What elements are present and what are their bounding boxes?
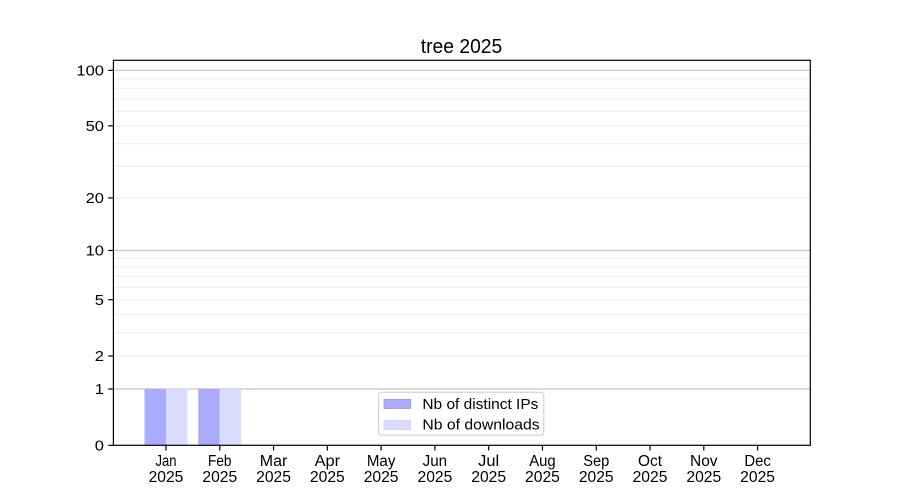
svg-text:2: 2	[95, 348, 104, 365]
svg-text:2025: 2025	[256, 469, 291, 486]
svg-text:2025: 2025	[149, 469, 184, 486]
svg-text:Feb: Feb	[208, 453, 232, 470]
svg-text:0: 0	[95, 438, 104, 455]
svg-text:Jun: Jun	[423, 453, 448, 470]
svg-text:Nb of distinct IPs: Nb of distinct IPs	[422, 396, 538, 413]
svg-text:Oct: Oct	[638, 453, 663, 470]
svg-text:Nov: Nov	[690, 453, 718, 470]
svg-text:Jan: Jan	[156, 453, 177, 470]
svg-text:1: 1	[95, 381, 104, 398]
svg-text:2025: 2025	[633, 469, 668, 486]
svg-text:50: 50	[86, 118, 104, 135]
svg-text:2025: 2025	[364, 469, 399, 486]
svg-text:2025: 2025	[418, 469, 453, 486]
svg-text:20: 20	[86, 190, 104, 207]
svg-text:10: 10	[86, 243, 104, 260]
svg-text:2025: 2025	[310, 469, 345, 486]
svg-text:Jul: Jul	[478, 453, 499, 470]
svg-text:Aug: Aug	[529, 453, 556, 470]
svg-text:Dec: Dec	[744, 453, 771, 470]
svg-text:2025: 2025	[525, 469, 560, 486]
svg-text:2025: 2025	[471, 469, 506, 486]
svg-text:2025: 2025	[579, 469, 614, 486]
svg-text:Apr: Apr	[315, 453, 341, 470]
svg-text:Nb of downloads: Nb of downloads	[422, 417, 539, 434]
svg-text:Mar: Mar	[260, 453, 288, 470]
svg-text:tree 2025: tree 2025	[421, 36, 503, 58]
svg-text:100: 100	[76, 63, 104, 80]
svg-text:2025: 2025	[202, 469, 237, 486]
svg-text:5: 5	[95, 292, 104, 309]
svg-text:2025: 2025	[740, 469, 775, 486]
svg-text:Sep: Sep	[583, 453, 609, 470]
svg-text:2025: 2025	[686, 469, 721, 486]
svg-text:May: May	[367, 453, 396, 470]
